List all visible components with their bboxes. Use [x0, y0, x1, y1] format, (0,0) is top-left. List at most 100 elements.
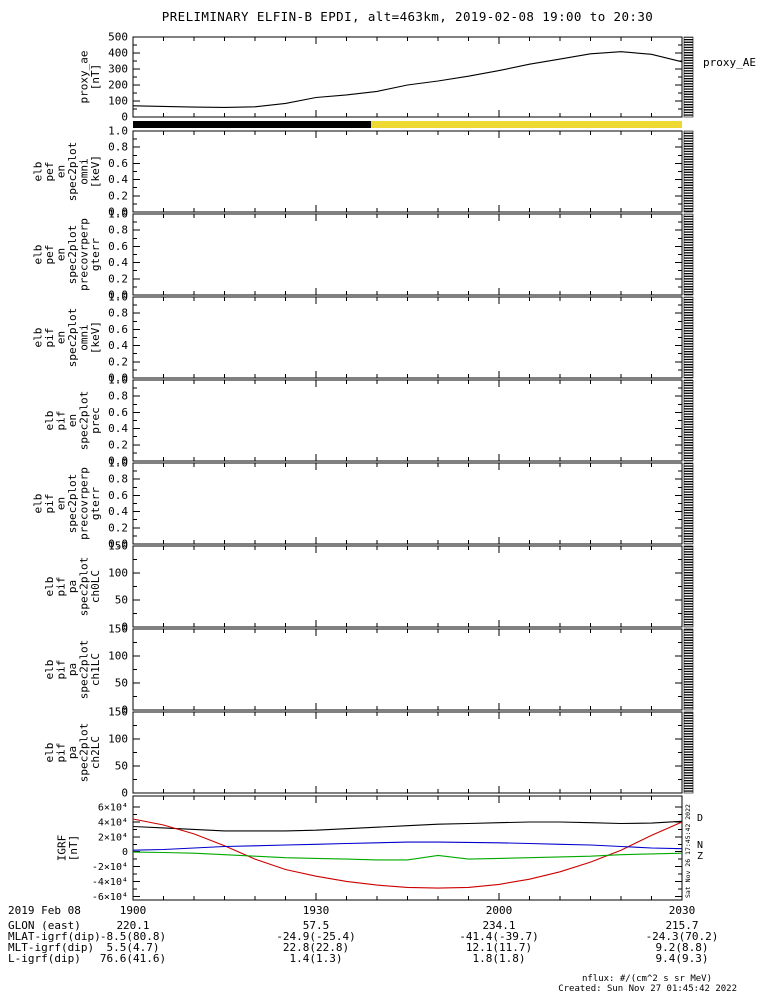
footer-created-timestamp: Created: Sun Nov 27 01:45:42 2022	[558, 984, 737, 994]
x-tick-label: 2000	[485, 904, 513, 917]
panel-ylabel-line: elb	[43, 577, 56, 597]
y-tick-label: 1.0	[108, 291, 128, 304]
annotation-row-value: 234.1	[482, 919, 516, 932]
panel-ylabel-line: ch1LC	[89, 653, 102, 686]
y-tick-label: 100	[108, 733, 128, 746]
colorbar-elb_pif_pa_spec2plot_ch2LC	[683, 711, 694, 794]
y-tick-label: 0.0	[108, 538, 128, 551]
panel-ylabel-line: elb	[32, 162, 45, 182]
panel-ylabel-line: precovrperp	[78, 467, 91, 540]
panel-ylabel-line: pef	[43, 162, 56, 182]
y-tick-label: 0.0	[108, 455, 128, 468]
panel-ylabel-line: [keV]	[89, 155, 102, 188]
panel-frame-elb_pef_en_spec2plot_omni	[132, 130, 683, 213]
annotation-row-value: -8.5(80.8)	[99, 930, 167, 943]
y-tick-label: 0.4	[108, 256, 128, 269]
panel-ylabel-line: omni	[78, 158, 91, 185]
annotation-row-value: 22.8(22.8)	[282, 941, 350, 954]
y-tick-label: 0.8	[108, 224, 128, 237]
panel-ylabel-line: omni	[78, 324, 91, 351]
panel-ylabel-line: pa	[66, 746, 79, 759]
panel-ylabel-line: prec	[89, 407, 102, 434]
panel-ylabel-line: [keV]	[89, 321, 102, 354]
annotation-row-value: 5.5(4.7)	[106, 941, 160, 954]
x-tick-label: 1900	[119, 904, 147, 917]
y-tick-label: 1.0	[108, 125, 128, 138]
y-tick-label: 1.0	[108, 374, 128, 387]
y-tick-label: 0.6	[108, 489, 128, 502]
y-tick-label: 0.8	[108, 141, 128, 154]
panel-ylabel-line: spec2plot	[66, 225, 79, 285]
colorbar-elb_pif_en_spec2plot_prec	[683, 379, 694, 462]
panel-frame-elb_pif_pa_spec2plot_ch0LC	[132, 545, 683, 628]
x-tick-label: 1930	[302, 904, 330, 917]
panel-ylabel-line: IGRF	[56, 835, 69, 862]
annotation-row-label: GLON (east)	[8, 919, 81, 932]
annotation-row-label: L-igrf(dip)	[8, 952, 81, 965]
annotation-row-label: MLT-igrf(dip)	[8, 941, 95, 954]
annotation-row-value: -24.3(70.2)	[645, 930, 719, 943]
y-tick-label: 0.8	[108, 307, 128, 320]
panel-ylabel-line: pif	[43, 328, 56, 348]
igrf-component-label-D: D	[697, 813, 703, 824]
y-tick-label: 0	[121, 704, 128, 717]
panel-right-label: proxy_AE	[703, 56, 756, 69]
y-tick-label: 0.6	[108, 157, 128, 170]
panel-ylabel-line: elb	[43, 660, 56, 680]
panel-ylabel-line: [nT]	[67, 835, 80, 862]
y-tick-label: 150	[108, 540, 128, 553]
annotation-row-label: MLAT-igrf(dip)	[8, 930, 101, 943]
y-tick-label: 0	[121, 621, 128, 634]
annotation-row-value: 12.1(11.7)	[465, 941, 533, 954]
x-tick-label: 2030	[668, 904, 696, 917]
panel-ylabel-line: spec2plot	[78, 557, 91, 617]
y-tick-label: 400	[108, 47, 128, 60]
y-tick-label: 0.4	[108, 339, 128, 352]
colorbar-proxy_ae	[683, 36, 694, 118]
plot-title: PRELIMINARY ELFIN-B EPDI, alt=463km, 201…	[161, 9, 654, 24]
panel-ylabel-line: pif	[55, 577, 68, 597]
y-tick-label: 0.8	[108, 390, 128, 403]
annotation-row-value: 57.5	[302, 919, 330, 932]
y-tick-label: 300	[108, 63, 128, 76]
panel-ylabel-line: pif	[55, 743, 68, 763]
panel-frame-elb_pif_pa_spec2plot_ch2LC	[132, 711, 683, 794]
series-line-D	[132, 818, 683, 889]
panel-ylabel-line: ch2LC	[89, 736, 102, 769]
y-tick-label: 0.6	[108, 406, 128, 419]
y-tick-label: 0.2	[108, 438, 128, 451]
panel-ylabel-line: elb	[43, 743, 56, 763]
y-tick-label: -4×10⁴	[92, 877, 128, 888]
panel-ylabel-line: pif	[43, 494, 56, 514]
footer-units-note: nflux: #/(cm^2 s sr MeV)	[581, 974, 712, 984]
y-tick-label: 0	[121, 787, 128, 800]
panel-ylabel-line: en	[55, 165, 68, 178]
panel-ylabel-line: pa	[66, 663, 79, 676]
y-tick-label: 1.0	[108, 457, 128, 470]
y-tick-label: 0.2	[108, 189, 128, 202]
panel-ylabel-igrf: IGRF[nT]	[56, 835, 81, 862]
panel-ylabel-line: elb	[43, 411, 56, 431]
panel-ylabel-line: spec2plot	[66, 474, 79, 534]
panel-ylabel-proxy_ae: proxy_ae[nT]	[78, 51, 103, 104]
y-tick-label: 0.0	[108, 372, 128, 385]
y-tick-label: 0.0	[108, 206, 128, 219]
panel-ylabel-line: spec2plot	[78, 391, 91, 451]
panel-ylabel-line: en	[66, 414, 79, 427]
y-tick-label: 0.8	[108, 473, 128, 486]
panel-ylabel-line: ch0LC	[89, 570, 102, 603]
panel-ylabel-line: [nT]	[89, 64, 102, 91]
annotation-row-value: 220.1	[116, 919, 150, 932]
panel-ylabel-line: spec2plot	[78, 723, 91, 783]
colorbar-elb_pif_pa_spec2plot_ch1LC	[683, 628, 694, 711]
panel-frame-igrf	[132, 795, 683, 901]
y-tick-label: 50	[115, 677, 128, 690]
series-line-N	[132, 841, 683, 851]
y-tick-label: 150	[108, 623, 128, 636]
